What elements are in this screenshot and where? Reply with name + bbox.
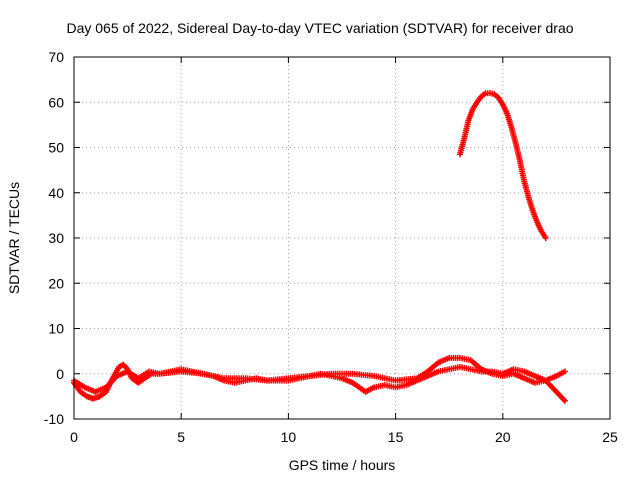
x-axis-label: GPS time / hours [289, 457, 396, 473]
y-tick-label: 0 [56, 366, 64, 382]
chart-title: Day 065 of 2022, Sidereal Day-to-day VTE… [66, 20, 573, 36]
y-tick-label: 40 [48, 185, 64, 201]
y-tick-label: 60 [48, 94, 64, 110]
y-axis-label: SDTVAR / TECUs [6, 182, 22, 294]
data-points [71, 90, 568, 404]
x-tick-label: 20 [495, 429, 511, 445]
x-tick-label: 0 [70, 429, 78, 445]
x-ticks: 0 5 10 15 20 25 [70, 57, 618, 445]
y-tick-label: 20 [48, 275, 64, 291]
data-point [542, 235, 549, 241]
y-tick-label: 10 [48, 321, 64, 337]
x-tick-label: 25 [602, 429, 618, 445]
data-point [561, 397, 568, 404]
y-tick-label: -10 [44, 411, 64, 427]
x-tick-label: 10 [281, 429, 297, 445]
x-tick-label: 5 [177, 429, 185, 445]
data-point [561, 368, 568, 375]
x-tick-label: 15 [388, 429, 404, 445]
y-tick-label: 30 [48, 230, 64, 246]
y-tick-label: 70 [48, 49, 64, 65]
y-ticks: -10 0 10 20 30 40 50 60 70 [44, 49, 610, 427]
grid-lines [74, 57, 610, 419]
y-tick-label: 50 [48, 140, 64, 156]
